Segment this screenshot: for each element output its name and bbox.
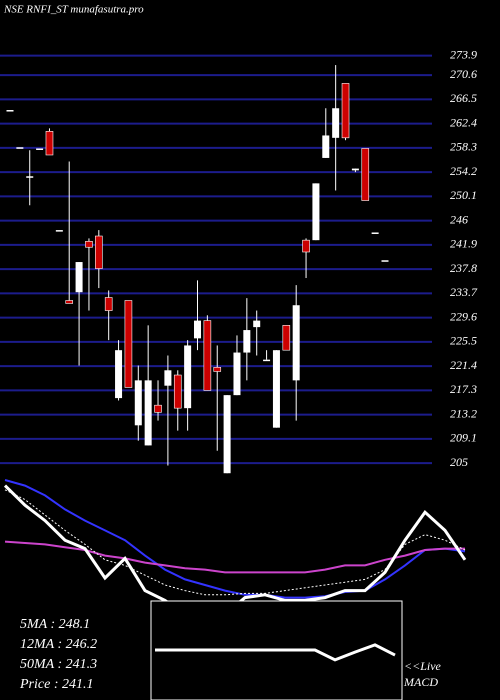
candle-body [26,176,34,178]
candle-body [184,345,192,409]
stat-line: 5MA : 248.1 [20,617,90,632]
candle-body [322,135,330,158]
candle-body [85,241,93,248]
y-tick-label: 213.2 [450,406,477,420]
y-tick-label: 254.2 [450,164,477,178]
candle-body [6,110,14,112]
candle-body [263,359,271,362]
y-tick-label: 241.9 [450,237,477,251]
candle-body [243,330,251,353]
macd-title: <<Live [404,659,442,673]
stat-line: 50MA : 241.3 [20,657,97,672]
candle-body [75,262,83,293]
stat-line: 12MA : 246.2 [20,637,97,652]
candle-body [36,148,44,150]
stat-line: Price : 241.1 [19,677,94,692]
candle-body [233,352,241,396]
stat-value: 246.2 [66,637,98,652]
candle-body [302,239,310,253]
macd-title: MACD [403,675,438,689]
candle-body [312,183,320,241]
indicator-line [4,540,465,574]
y-tick-label: 217.3 [450,382,477,396]
candle-body [341,83,350,139]
candle-body [45,131,54,156]
y-tick-label: 258.3 [450,140,477,154]
indicator-line [4,479,466,599]
candle-body [213,367,222,372]
candle-body [361,148,370,201]
candle-body [65,300,74,304]
candle-body [134,380,142,426]
stat-label: 12MA [20,637,55,652]
candle-body [173,374,182,409]
candle-body [272,350,280,428]
candle-body [104,297,113,311]
candle-body [351,168,359,171]
y-tick-label: 225.5 [450,334,477,348]
stat-value: 241.1 [62,677,94,692]
stat-value: 241.3 [66,657,98,672]
y-tick-label: 250.1 [450,188,477,202]
chart-title: NSE RNFI_ST munafasutra.pro [3,4,144,16]
y-tick-label: 273.9 [450,47,477,61]
candle-body [381,260,389,262]
candle-body [124,300,133,388]
stat-value: 248.1 [59,617,91,632]
y-tick-label: 237.8 [450,261,477,275]
stat-label: Price [19,677,50,692]
candle-body [115,350,123,399]
candle-body [253,320,261,328]
candle-body [223,395,231,474]
y-tick-label: 205 [450,455,468,469]
stat-separator: : [54,637,66,652]
stat-separator: : [54,657,66,672]
stat-label: 5MA [20,617,48,632]
y-tick-label: 233.7 [450,285,478,299]
candle-body [164,370,172,386]
candle-body [194,320,201,339]
candle-body [292,305,300,381]
stat-separator: : [47,617,59,632]
candle-body [371,232,379,234]
y-tick-label: 229.6 [450,309,477,323]
y-tick-label: 266.5 [450,91,477,105]
y-tick-label: 262.4 [450,115,477,129]
stats-box [0,603,150,700]
y-tick-label: 246 [450,212,468,226]
y-tick-label: 221.4 [450,358,477,372]
candle-body [55,230,63,232]
indicator-line [155,643,396,662]
candle-body [16,147,24,149]
candle-body [95,235,103,269]
candle-body [203,320,212,391]
candle-body [332,108,340,138]
candle-body [144,380,152,446]
stat-label: 50MA [20,657,55,672]
y-tick-label: 209.1 [450,431,477,445]
candle-body [282,325,291,351]
stat-separator: : [50,677,62,692]
candle-body [154,404,162,413]
y-tick-label: 270.6 [450,67,477,81]
